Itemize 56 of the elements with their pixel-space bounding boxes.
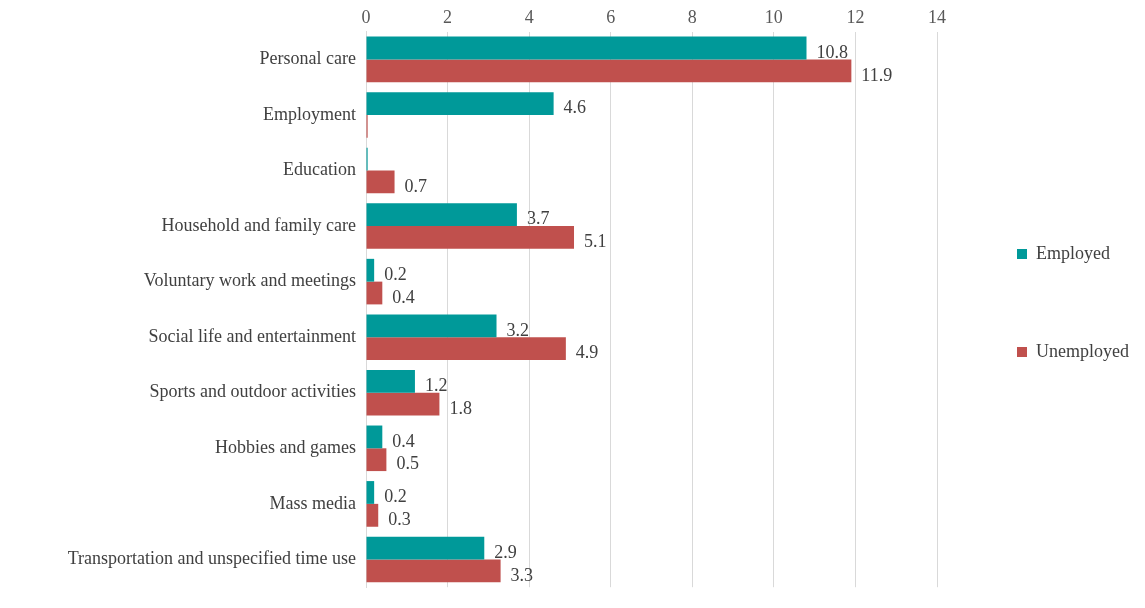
bar — [366, 503, 379, 527]
y-tick-label: Personal care — [259, 48, 357, 69]
bar — [366, 258, 375, 282]
y-tick-label: Mass media — [269, 492, 357, 513]
data-label: 0.4 — [392, 430, 415, 451]
bar — [366, 559, 501, 583]
bar — [366, 314, 497, 338]
data-label: 5.1 — [584, 231, 607, 252]
bar — [366, 281, 383, 305]
data-label: 4.6 — [563, 97, 587, 118]
data-label: 0.7 — [404, 175, 428, 196]
x-tick-label: 10 — [764, 6, 783, 27]
y-tick-label: Hobbies and games — [215, 437, 356, 458]
y-tick-label: Household and family care — [161, 214, 356, 235]
x-tick-label: 4 — [524, 6, 534, 27]
bar — [366, 448, 387, 472]
y-tick-label: Employment — [263, 103, 356, 124]
y-tick-label: Voluntary work and meetings — [143, 270, 356, 291]
bar — [366, 369, 415, 393]
bar — [366, 481, 375, 504]
bar — [366, 203, 517, 227]
bar — [366, 392, 440, 416]
data-label: 3.2 — [506, 319, 530, 340]
data-label: 3.3 — [510, 564, 534, 585]
data-label: 0.4 — [392, 286, 415, 307]
legend-label: Unemployed — [1036, 340, 1129, 361]
bar — [366, 170, 395, 194]
bar — [366, 337, 566, 360]
x-tick-label: 0 — [361, 6, 371, 27]
data-label: 2.9 — [494, 541, 517, 562]
data-label: 0.2 — [384, 263, 407, 284]
bar — [366, 226, 575, 249]
bar — [366, 536, 485, 560]
data-label: 3.7 — [526, 208, 550, 229]
x-tick-label: 2 — [443, 6, 453, 27]
y-tick-label: Social life and entertainment — [148, 325, 356, 346]
bar — [366, 36, 807, 60]
bar — [366, 92, 554, 115]
data-label: 10.8 — [816, 41, 848, 62]
bar — [366, 425, 383, 449]
data-label: 4.9 — [575, 342, 599, 363]
x-tick-label: 6 — [606, 6, 616, 27]
y-tick-label: Sports and outdoor activities — [149, 381, 356, 402]
data-label: 0.3 — [388, 508, 411, 529]
bar — [366, 59, 852, 83]
data-label: 0.5 — [396, 453, 419, 474]
x-tick-label: 14 — [928, 6, 947, 27]
y-tick-label: Transportation and unspecified time use — [67, 548, 357, 569]
y-tick-label: Education — [283, 159, 356, 180]
x-tick-label: 12 — [846, 6, 865, 27]
data-label: 1.8 — [449, 397, 472, 418]
legend-label: Employed — [1036, 242, 1111, 263]
data-label: 1.2 — [424, 375, 448, 396]
data-label: 11.9 — [861, 64, 893, 85]
x-tick-label: 8 — [687, 6, 697, 27]
data-label: 0.2 — [384, 486, 407, 507]
